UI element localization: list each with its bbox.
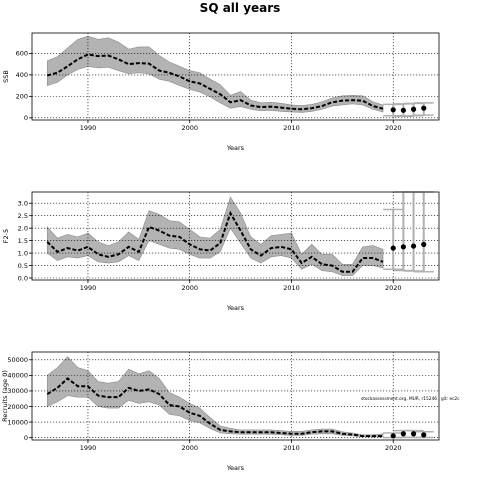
ssb-projection-point — [410, 106, 417, 112]
f-ytick-label: 0.0 — [18, 274, 28, 282]
ssb-projection-point — [390, 107, 396, 113]
recruits-projection-point — [390, 433, 396, 439]
recruits-projection-point — [421, 432, 427, 438]
recruits-ytick-label: 50000 — [7, 356, 28, 364]
ssb-ytick-label: 400 — [16, 71, 28, 79]
f-ytick-label: 2.0 — [18, 224, 28, 232]
f-confidence-band — [46, 196, 384, 276]
stockassessment-annotation: stockassessment.org, MUR, r15246 , git: … — [361, 396, 460, 402]
f-ytick-label: 1.0 — [18, 249, 28, 257]
recruits-xtick-label: 2020 — [385, 444, 402, 452]
recruits-xtick-label: 1990 — [80, 444, 97, 452]
fishing-mortality-panel: 1990 2000 2010 2020 0.0 0.5 1.0 1.5 2.0 2.5 3.0 Yea… — [2, 191, 440, 312]
ssb-ytick-label: 600 — [16, 50, 28, 58]
recruits-xtick-label: 2000 — [181, 444, 198, 452]
recruits-xlabel: Years — [226, 464, 245, 472]
recruits-ytick-label: 10000 — [7, 418, 28, 426]
f-ylabel: F2-5 — [2, 229, 10, 243]
f-ytick-label: 1.5 — [18, 237, 28, 245]
ssb-projection-point — [400, 107, 406, 113]
f-estimate-line — [46, 210, 384, 273]
figure-title: SQ all years — [200, 1, 281, 15]
recruits-axes-frame — [31, 351, 440, 441]
f-projection-point — [390, 245, 396, 251]
ssb-xtick-label: 1990 — [80, 124, 97, 132]
recruits-ytick-label: 40000 — [7, 372, 28, 380]
recruits-ytick-label: 30000 — [7, 387, 28, 395]
f-xtick-label: 1990 — [80, 284, 97, 292]
f-xtick-label: 2000 — [181, 284, 198, 292]
ssb-ytick-label: 200 — [16, 93, 28, 101]
recruits-projection-point — [410, 431, 417, 437]
f-xlabel: Years — [226, 304, 245, 312]
f-axes-frame — [31, 191, 440, 281]
f-xtick-label: 2020 — [385, 284, 402, 292]
ssb-xtick-label: 2020 — [385, 124, 402, 132]
f-ytick-label: 0.5 — [18, 262, 28, 270]
f-projection-point — [400, 244, 406, 250]
ssb-axes-frame — [31, 32, 440, 121]
ssb-estimate-line — [47, 53, 384, 111]
f-ytick-label: 2.5 — [18, 212, 28, 220]
recruits-ylabel: Recruits (age 0) — [1, 370, 9, 422]
recruits-xtick-label: 2010 — [283, 444, 300, 452]
recruits-estimate-line — [46, 377, 384, 438]
recruits-confidence-band — [46, 356, 384, 438]
ssb-xtick-label: 2010 — [283, 124, 300, 132]
ssb-panel: 1990 2000 2010 2020 0 200 400 600 Years SSB — [2, 32, 440, 152]
ssb-ytick-label: 0 — [24, 114, 28, 122]
recruitment-panel: 1990 2000 2010 2020 0 10000 20000 30000 40000 500… — [1, 351, 440, 472]
f-xtick-label: 2010 — [283, 284, 300, 292]
recruits-projection-point — [400, 431, 406, 437]
ssb-xtick-label: 2000 — [181, 124, 198, 132]
recruits-ytick-label: 20000 — [7, 403, 28, 411]
ssb-projection-point — [421, 105, 427, 111]
ssb-xlabel: Years — [226, 144, 245, 152]
recruits-ytick-label: 0 — [24, 434, 28, 442]
f-ytick-label: 3.0 — [18, 200, 28, 208]
f-projection-point — [421, 241, 427, 247]
ssb-ylabel: SSB — [2, 70, 10, 83]
ssb-confidence-band — [46, 35, 384, 113]
f-projection-point — [410, 243, 417, 249]
